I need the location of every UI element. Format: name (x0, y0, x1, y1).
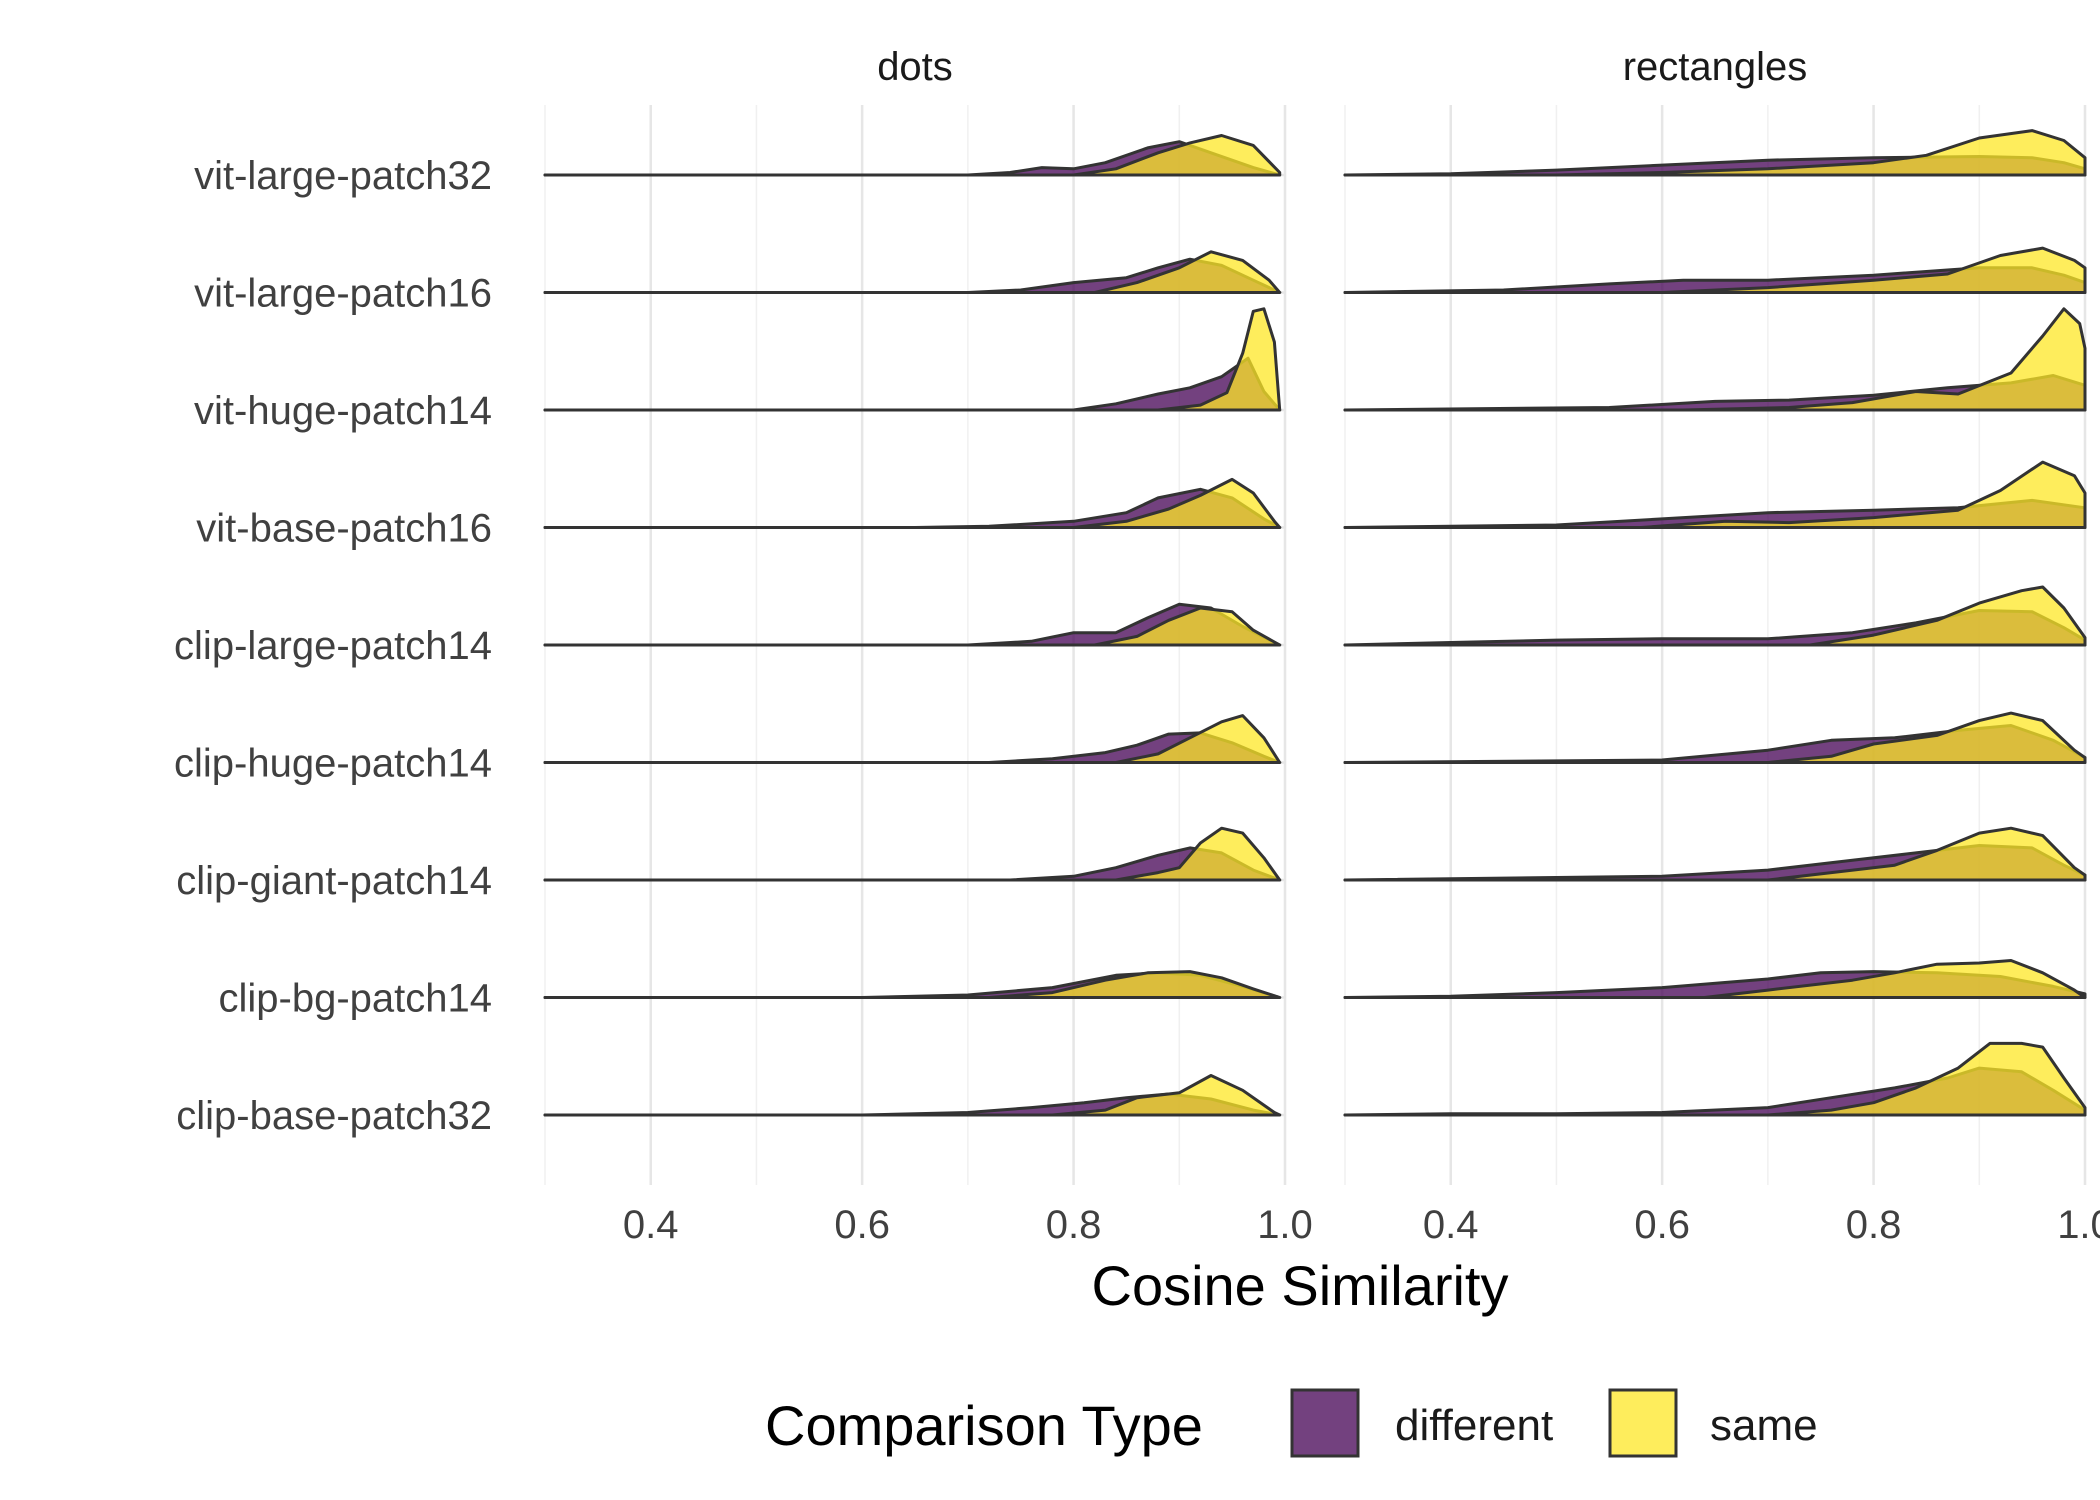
ridge-rectangles-vit-base-patch16 (1343, 460, 2087, 529)
legend: Comparison Type different same (765, 1388, 1818, 1458)
density-same-dots-vit-base-patch16 (543, 477, 1282, 529)
ridge-rectangles-clip-giant-patch14 (1343, 826, 2087, 882)
row-label-clip-giant-patch14: clip-giant-patch14 (176, 859, 492, 903)
x-tick-label: 0.8 (1846, 1203, 1902, 1247)
x-tick-label: 1.0 (2057, 1203, 2100, 1247)
x-tick-label: 0.8 (1046, 1203, 1102, 1247)
legend-title: Comparison Type (765, 1394, 1203, 1457)
row-label-vit-huge-patch14: vit-huge-patch14 (194, 389, 492, 433)
density-same-dots-vit-huge-patch14 (543, 307, 1282, 412)
x-tick-labels: 0.4 0.6 0.8 1.0 0.4 0.6 0.8 1.0 (623, 1203, 2100, 1247)
density-same-rectangles-clip-large-patch14 (1343, 585, 2087, 647)
ridge-rectangles-clip-base-patch32 (1343, 1041, 2087, 1117)
ridge-dots-clip-large-patch14 (543, 602, 1282, 647)
row-label-clip-large-patch14: clip-large-patch14 (174, 624, 492, 668)
density-same-rectangles-clip-huge-patch14 (1343, 711, 2087, 764)
row-labels: vit-large-patch32 vit-large-patch16 vit-hu… (174, 154, 492, 1138)
ridge-dots-clip-giant-patch14 (543, 826, 1282, 882)
density-same-rectangles-vit-huge-patch14 (1343, 307, 2087, 412)
row-label-vit-large-patch32: vit-large-patch32 (194, 154, 492, 198)
x-tick-label: 0.6 (834, 1203, 890, 1247)
density-same-dots-clip-large-patch14 (543, 606, 1282, 647)
x-tick-label: 0.4 (623, 1203, 679, 1247)
facet-title-dots: dots (877, 45, 953, 89)
density-same-dots-vit-large-patch16 (543, 250, 1282, 294)
panel-rectangles (1343, 105, 2087, 1185)
ridge-rectangles-vit-large-patch16 (1343, 246, 2087, 294)
ridge-dots-clip-base-patch32 (543, 1074, 1282, 1117)
density-same-rectangles-vit-base-patch16 (1343, 460, 2087, 529)
ridge-rectangles-vit-huge-patch14 (1343, 307, 2087, 412)
x-axis-title: Cosine Similarity (1092, 1254, 1509, 1317)
density-same-rectangles-clip-base-patch32 (1343, 1041, 2087, 1117)
row-label-clip-huge-patch14: clip-huge-patch14 (174, 742, 492, 786)
legend-label-same: same (1710, 1401, 1818, 1450)
ridge-dots-vit-huge-patch14 (543, 307, 1282, 412)
density-same-rectangles-vit-large-patch16 (1343, 246, 2087, 294)
ridge-dots-vit-base-patch16 (543, 477, 1282, 529)
density-same-rectangles-vit-large-patch32 (1343, 129, 2087, 177)
density-same-dots-clip-bg-patch14 (543, 970, 1282, 999)
row-label-clip-bg-patch14: clip-bg-patch14 (219, 977, 493, 1021)
ridge-dots-vit-large-patch16 (543, 250, 1282, 294)
legend-key-different (1290, 1388, 1360, 1458)
density-same-dots-clip-base-patch32 (543, 1074, 1282, 1117)
facet-title-rectangles: rectangles (1623, 45, 1808, 89)
legend-key-same (1608, 1388, 1678, 1458)
ridge-rectangles-clip-large-patch14 (1343, 585, 2087, 647)
ridge-rectangles-vit-large-patch32 (1343, 129, 2087, 177)
row-label-vit-base-patch16: vit-base-patch16 (196, 507, 492, 551)
density-different-dots-vit-huge-patch14 (543, 356, 1282, 412)
ridge-rectangles-clip-bg-patch14 (1343, 959, 2087, 999)
density-same-dots-clip-huge-patch14 (543, 714, 1282, 764)
ridge-rectangles-clip-huge-patch14 (1343, 711, 2087, 764)
row-label-clip-base-patch32: clip-base-patch32 (176, 1094, 492, 1138)
ridge-dots-clip-huge-patch14 (543, 714, 1282, 764)
x-tick-label: 0.4 (1423, 1203, 1479, 1247)
density-same-dots-clip-giant-patch14 (543, 826, 1282, 882)
density-same-rectangles-clip-bg-patch14 (1343, 959, 2087, 999)
x-tick-label: 0.6 (1634, 1203, 1690, 1247)
density-same-dots-vit-large-patch32 (543, 134, 1282, 177)
panel-dots (543, 105, 1287, 1185)
ridge-dots-vit-large-patch32 (543, 134, 1282, 177)
density-same-rectangles-clip-giant-patch14 (1343, 826, 2087, 882)
legend-label-different: different (1395, 1401, 1553, 1450)
ridge-dots-clip-bg-patch14 (543, 970, 1282, 999)
row-label-vit-large-patch16: vit-large-patch16 (194, 272, 492, 316)
facet-titles: dots rectangles (877, 45, 1807, 89)
x-tick-label: 1.0 (1257, 1203, 1313, 1247)
